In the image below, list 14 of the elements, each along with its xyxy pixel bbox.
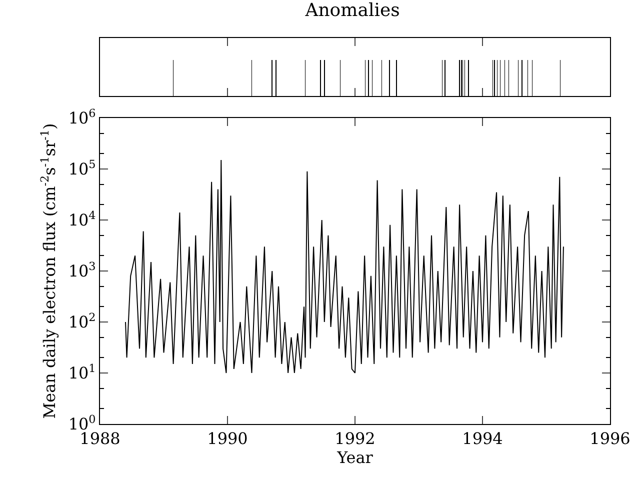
y-tick-label: 10$^{3}$ (68, 260, 96, 281)
y-tick-label: 10$^{1}$ (68, 362, 96, 383)
y-tick-label: 10$^{5}$ (68, 158, 96, 179)
x-axis-title: Year (336, 448, 374, 468)
y-tick-label: 10$^{6}$ (68, 106, 96, 128)
y-tick-label: 10$^{2}$ (68, 310, 96, 332)
x-tick-label: 1992 (334, 429, 376, 448)
x-tick-label: 1996 (590, 429, 630, 448)
chart-title: Anomalies (304, 0, 400, 21)
line-series (125, 160, 564, 374)
x-tick-label: 1990 (207, 429, 248, 448)
x-tick-label: 1988 (80, 429, 120, 448)
x-tick-label: 1994 (462, 429, 503, 448)
y-tick-label: 10$^{4}$ (68, 208, 96, 230)
